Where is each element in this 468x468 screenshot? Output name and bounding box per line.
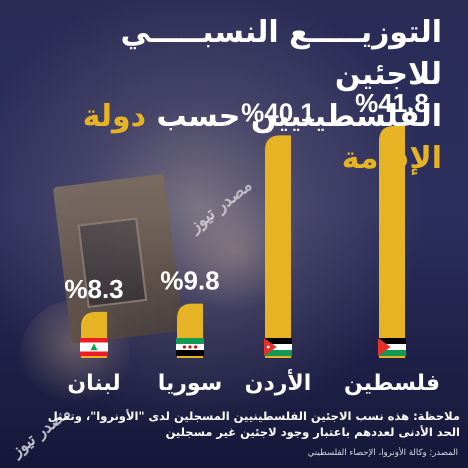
syria-flag-icon xyxy=(176,338,204,356)
value-label-1: %41.8 xyxy=(355,88,429,118)
bar-1 xyxy=(379,126,405,358)
title-line-1: التوزيـــــع النسبـــــي للاجئين xyxy=(120,15,442,92)
lebanon-flag-icon xyxy=(80,338,108,356)
category-label-4: لبنان xyxy=(67,371,120,396)
value-label-3: %9.8 xyxy=(160,266,219,296)
value-label-2: %40.1 xyxy=(241,97,315,127)
category-label-2: الأردن xyxy=(245,368,312,396)
palestine-flag-icon xyxy=(378,338,406,356)
category-label-1: فلسطين xyxy=(344,371,440,396)
footnote: ملاحظة: هذه نسب الاجئين الفلسطينيين المس… xyxy=(47,409,460,439)
value-label-4: %8.3 xyxy=(64,274,123,304)
page-title: التوزيـــــع النسبـــــي للاجئين الفلسطي… xyxy=(22,12,442,180)
jordan-flag-icon xyxy=(264,338,292,356)
source-line: المصدر: وكالة الأونروا، الإحصاء الفلسطين… xyxy=(307,448,458,458)
bar-2 xyxy=(265,135,291,358)
category-label-3: سوريا xyxy=(158,371,223,396)
